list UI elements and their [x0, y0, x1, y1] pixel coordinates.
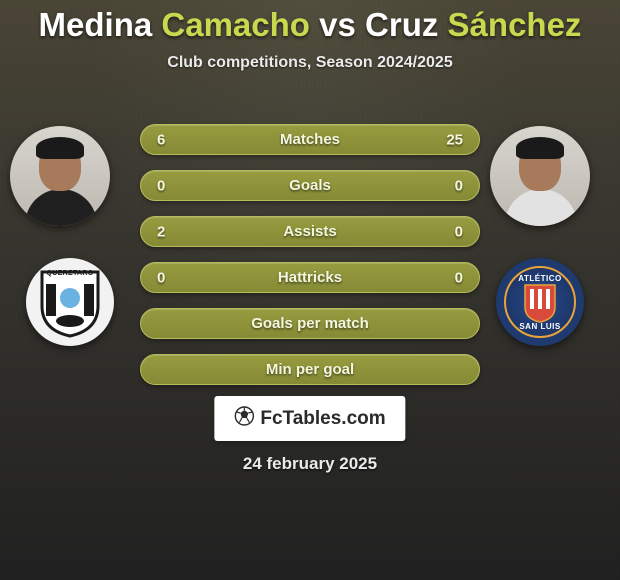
- watermark-text: FcTables.com: [260, 408, 385, 430]
- player-left-jersey-icon: [25, 189, 97, 226]
- player-left-head-icon: [39, 141, 81, 191]
- club-left-shield-icon: QUERETARO: [38, 266, 102, 338]
- club-right-shield-icon: [522, 281, 558, 323]
- club-left-badge: QUERETARO: [26, 258, 114, 346]
- player-right-jersey-icon: [505, 189, 577, 226]
- stat-label: Min per goal: [266, 361, 354, 378]
- stat-left-value: 2: [157, 223, 165, 240]
- stat-label: Assists: [283, 223, 336, 240]
- stat-row-goals-per-match: Goals per match: [140, 308, 480, 339]
- stat-row-assists: 2 Assists 0: [140, 216, 480, 247]
- club-right-bottom-label: SAN LUIS: [519, 322, 560, 331]
- stat-row-min-per-goal: Min per goal: [140, 354, 480, 385]
- stat-left-value: 0: [157, 269, 165, 286]
- club-left-label: QUERETARO: [47, 270, 94, 277]
- player-left-avatar: [10, 126, 110, 226]
- stat-right-value: 0: [455, 177, 463, 194]
- club-right-top-label: ATLÉTICO: [518, 274, 561, 283]
- stat-right-value: 0: [455, 269, 463, 286]
- stat-row-goals: 0 Goals 0: [140, 170, 480, 201]
- subtitle: Club competitions, Season 2024/2025: [0, 54, 620, 72]
- stat-label: Goals per match: [251, 315, 369, 332]
- club-right-ring-icon: ATLÉTICO SAN LUIS: [504, 266, 576, 338]
- date-label: 24 february 2025: [0, 454, 620, 474]
- club-right-badge: ATLÉTICO SAN LUIS: [496, 258, 584, 346]
- comparison-title: Medina Camacho vs Cruz Sánchez: [0, 0, 620, 44]
- watermark: FcTables.com: [214, 396, 405, 441]
- stat-row-matches: 6 Matches 25: [140, 124, 480, 155]
- stat-right-value: 25: [446, 131, 463, 148]
- stat-label: Hattricks: [278, 269, 342, 286]
- title-p1-first: Medina: [39, 6, 153, 43]
- player-right-avatar: [490, 126, 590, 226]
- stat-left-value: 0: [157, 177, 165, 194]
- stat-row-hattricks: 0 Hattricks 0: [140, 262, 480, 293]
- stat-label: Goals: [289, 177, 331, 194]
- title-p1-last: Camacho: [161, 6, 310, 43]
- stat-right-value: 0: [455, 223, 463, 240]
- watermark-ball-icon: [234, 406, 254, 431]
- title-p2-last: Sánchez: [448, 6, 582, 43]
- player-right-head-icon: [519, 141, 561, 191]
- title-p2-first: Cruz: [365, 6, 438, 43]
- stat-label: Matches: [280, 131, 340, 148]
- title-vs: vs: [319, 6, 356, 43]
- stat-left-value: 6: [157, 131, 165, 148]
- stats-list: 6 Matches 25 0 Goals 0 2 Assists 0 0 Hat…: [140, 124, 480, 385]
